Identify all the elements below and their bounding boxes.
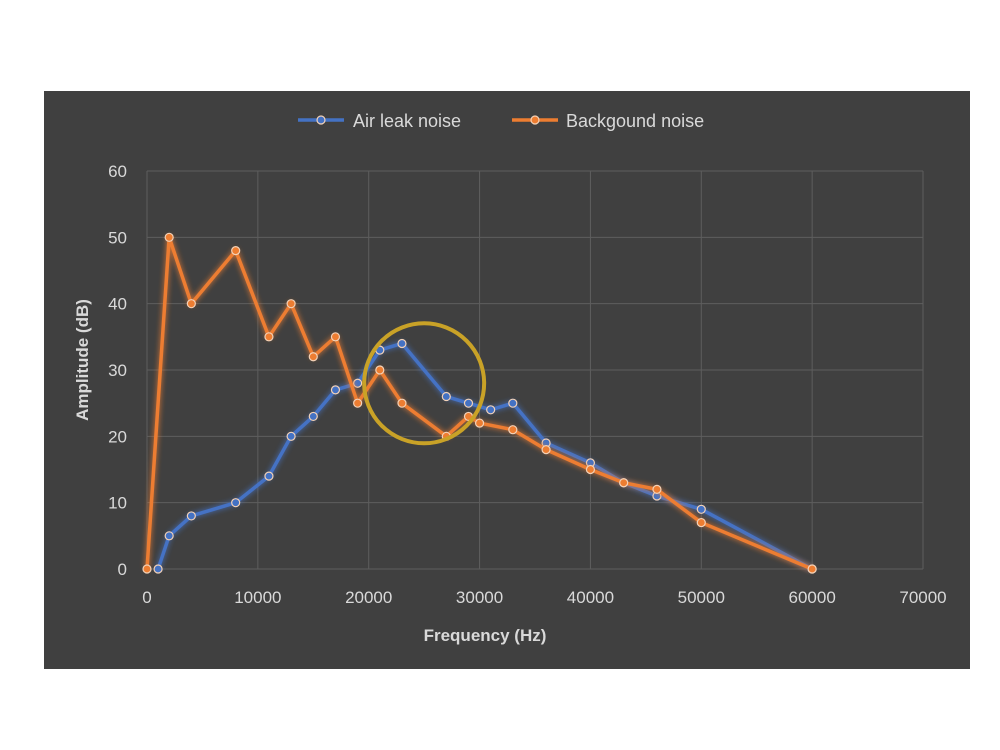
series-air-leak-noise (153, 338, 817, 574)
gridlines (146, 170, 924, 570)
series-lines (142, 232, 817, 574)
legend-item: Air leak noise (298, 111, 461, 131)
data-point (397, 338, 407, 349)
data-point (696, 504, 706, 514)
data-point (142, 564, 152, 574)
x-tick-label: 40000 (567, 588, 614, 607)
data-point (619, 478, 629, 488)
line-chart: 0 10 20 30 40 50 60 0 10000 20000 30000 40000 50000 6… (73, 111, 947, 645)
data-point (153, 564, 163, 574)
data-point (286, 299, 296, 309)
data-point (353, 398, 363, 408)
y-tick-label: 0 (118, 560, 127, 579)
y-tick-label: 50 (108, 228, 127, 247)
data-point (186, 511, 196, 521)
data-point (807, 564, 817, 574)
x-tick-label: 20000 (345, 588, 392, 607)
x-axis-title: Frequency (Hz) (424, 626, 547, 645)
data-point (286, 431, 296, 441)
data-point (264, 471, 274, 481)
x-tick-label: 50000 (678, 588, 725, 607)
y-tick-label: 40 (108, 295, 127, 314)
data-point (541, 445, 551, 455)
y-axis-title: Amplitude (dB) (73, 299, 92, 421)
data-point (508, 398, 518, 408)
x-tick-label: 10000 (234, 588, 281, 607)
chart-panel: 0 10 20 30 40 50 60 0 10000 20000 30000 40000 50000 6… (44, 91, 970, 669)
data-point (330, 385, 341, 395)
legend-marker (530, 115, 540, 125)
legend-item: Backgound noise (512, 111, 704, 131)
x-tick-label: 0 (142, 588, 151, 607)
data-point (508, 425, 518, 435)
series-background-noise (142, 232, 817, 574)
data-point (308, 352, 318, 362)
y-tick-label: 60 (108, 162, 127, 181)
legend-marker (316, 115, 326, 125)
legend-label: Backgound noise (566, 111, 704, 131)
data-point (441, 391, 451, 402)
data-point (474, 418, 485, 428)
tick-labels: 0 10 20 30 40 50 60 0 10000 20000 30000 40000 50000 6… (108, 162, 947, 607)
x-tick-label: 30000 (456, 588, 503, 607)
y-tick-label: 10 (108, 494, 127, 513)
data-point (486, 405, 496, 415)
x-tick-label: 70000 (899, 588, 946, 607)
data-point (353, 378, 363, 388)
data-point (186, 299, 196, 309)
annotations (362, 321, 487, 446)
highlight-circle (362, 321, 487, 446)
x-tick-label: 60000 (789, 588, 836, 607)
data-point (308, 411, 318, 422)
data-point (164, 232, 174, 242)
data-point (652, 484, 662, 494)
y-tick-label: 20 (108, 427, 127, 446)
data-point (463, 398, 474, 408)
data-point (264, 332, 274, 342)
data-point (164, 531, 174, 541)
data-point (375, 365, 385, 375)
y-tick-label: 30 (108, 361, 127, 380)
data-point (330, 332, 341, 342)
data-point (231, 498, 241, 508)
data-point (231, 246, 241, 256)
legend: Air leak noise Backgound noise (298, 111, 704, 131)
data-point (696, 517, 706, 528)
legend-label: Air leak noise (353, 111, 461, 131)
data-point (585, 464, 596, 475)
data-point (397, 398, 407, 408)
